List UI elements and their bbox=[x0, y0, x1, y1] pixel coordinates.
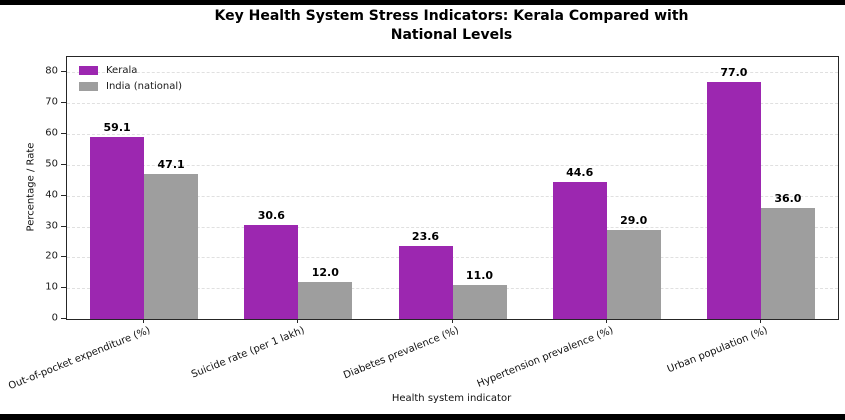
bar-india bbox=[760, 208, 815, 319]
gridline bbox=[67, 134, 838, 136]
bar-value-label: 11.0 bbox=[465, 269, 494, 283]
bar-india bbox=[298, 282, 353, 319]
bar-value-label: 30.6 bbox=[257, 208, 285, 222]
y-tick-label: 80 bbox=[45, 65, 58, 77]
y-tick-mark bbox=[61, 163, 66, 165]
bottom-border bbox=[0, 414, 845, 420]
category-label: Diabetes prevalence (%) bbox=[342, 325, 461, 382]
x-axis-label: Health system indicator bbox=[391, 393, 512, 404]
bar-kerala bbox=[244, 224, 299, 319]
bar-value-label: 29.0 bbox=[620, 213, 648, 227]
bar-value-label: 44.6 bbox=[566, 165, 594, 179]
legend-item: India (national) bbox=[79, 81, 182, 92]
legend-swatch bbox=[79, 66, 98, 75]
gridline bbox=[67, 226, 838, 228]
x-tick-mark bbox=[143, 319, 145, 323]
bar-kerala bbox=[552, 181, 607, 319]
y-tick-label: 50 bbox=[45, 158, 58, 170]
bar-value-label: 59.1 bbox=[103, 120, 131, 134]
bar-value-label: 12.0 bbox=[311, 266, 339, 280]
x-tick-mark bbox=[451, 319, 453, 323]
bar-value-label: 36.0 bbox=[774, 192, 802, 206]
top-border bbox=[0, 0, 845, 5]
category-label: Out-of-pocket expenditure (%) bbox=[7, 325, 153, 393]
bar-value-label: 23.6 bbox=[411, 230, 440, 244]
y-tick-label: 0 bbox=[51, 312, 58, 324]
legend-label: Kerala bbox=[106, 65, 138, 76]
chart-title-line1: Key Health System Stress Indicators: Ker… bbox=[214, 8, 689, 24]
bar-kerala bbox=[90, 136, 145, 319]
chart-title-line2: National Levels bbox=[390, 27, 513, 43]
x-tick-mark bbox=[297, 319, 299, 323]
y-tick-mark bbox=[61, 194, 66, 196]
x-tick-mark bbox=[605, 319, 607, 323]
y-tick-label: 10 bbox=[45, 281, 58, 293]
y-tick-label: 30 bbox=[45, 220, 58, 232]
gridline bbox=[67, 195, 838, 197]
bar-india bbox=[606, 229, 661, 319]
bar-kerala bbox=[706, 81, 761, 319]
gridline bbox=[67, 164, 838, 166]
legend: Kerala India (national) bbox=[79, 65, 182, 92]
y-tick-mark bbox=[61, 102, 66, 104]
y-tick-mark bbox=[61, 287, 66, 289]
y-tick-mark bbox=[61, 318, 66, 319]
y-tick-label: 40 bbox=[45, 189, 58, 201]
bar-value-label: 47.1 bbox=[157, 157, 185, 171]
legend-label: India (national) bbox=[106, 81, 183, 92]
y-tick-label: 20 bbox=[45, 250, 58, 262]
y-tick-mark bbox=[61, 256, 66, 258]
legend-swatch bbox=[79, 82, 98, 91]
chart-title: Key Health System Stress Indicators: Ker… bbox=[66, 7, 837, 45]
bar-india bbox=[144, 173, 199, 319]
y-tick-mark bbox=[61, 71, 66, 73]
y-tick-label: 60 bbox=[45, 127, 58, 139]
bar-kerala bbox=[398, 246, 453, 319]
y-tick-mark bbox=[61, 133, 66, 135]
bar-india bbox=[452, 285, 507, 319]
bar-value-label: 77.0 bbox=[720, 65, 748, 79]
category-label: Urban population (%) bbox=[665, 325, 770, 376]
plot-area: Kerala India (national) 59.1 47.1 30.6 12.0 2… bbox=[66, 56, 839, 320]
x-tick-mark bbox=[759, 319, 761, 323]
y-tick-mark bbox=[61, 225, 66, 227]
y-axis-label: Percentage / Rate bbox=[25, 142, 37, 232]
y-tick-label: 70 bbox=[45, 96, 58, 108]
category-label: Hypertension prevalence (%) bbox=[475, 325, 615, 390]
legend-item: Kerala bbox=[79, 65, 182, 76]
gridline bbox=[67, 257, 838, 259]
gridline bbox=[67, 72, 838, 74]
gridline bbox=[67, 103, 838, 105]
category-label: Suicide rate (per 1 lakh) bbox=[190, 325, 307, 381]
